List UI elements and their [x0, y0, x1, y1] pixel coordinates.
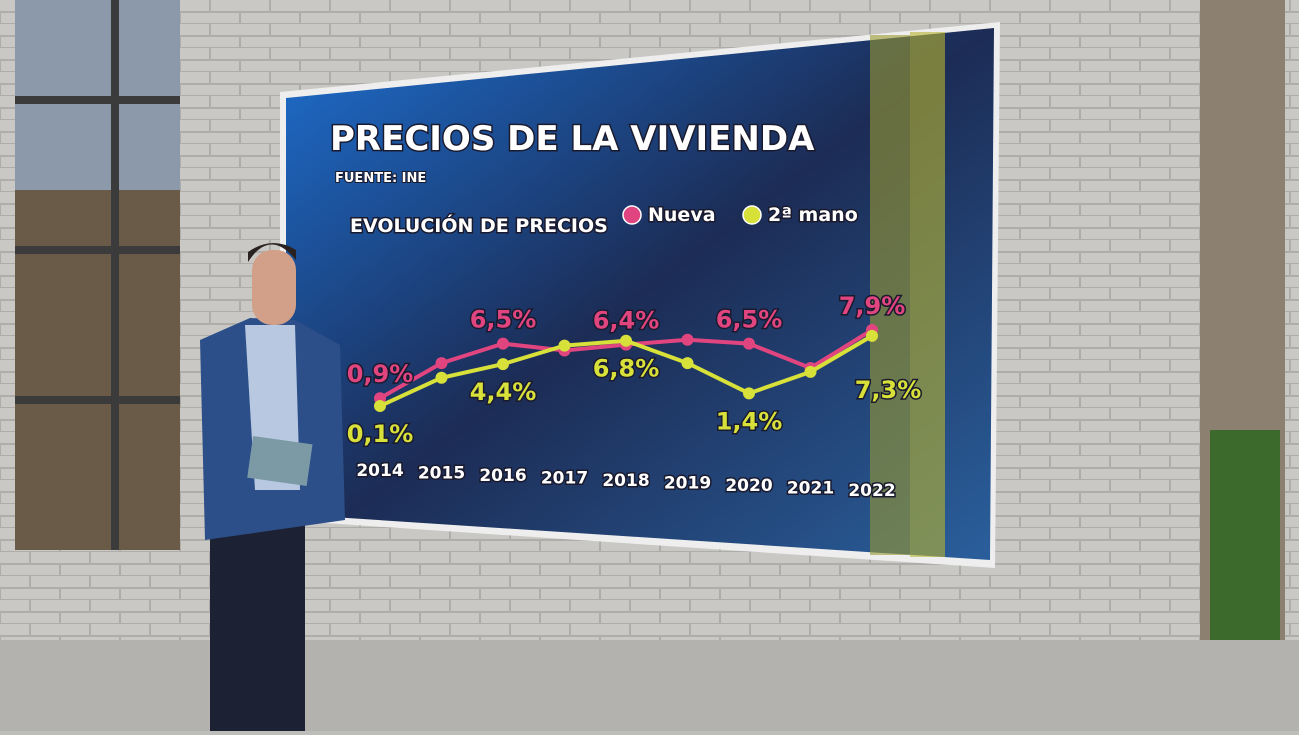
x-tick-label: 2018 [602, 471, 649, 491]
value-label: 6,5% [716, 306, 783, 334]
plot: Nueva 2ª mano 2014 2015 2016 2017 2018 2019 2020… [345, 203, 923, 503]
decor-stripe [870, 35, 910, 555]
decor-stripe [910, 32, 945, 557]
legend-marker [622, 205, 642, 225]
x-tick-label: 2022 [848, 481, 895, 501]
data-point [681, 333, 694, 346]
window-frame-left [15, 0, 180, 550]
data-point [804, 365, 817, 378]
trees-right [1210, 430, 1280, 650]
data-point [743, 387, 755, 400]
x-tick-label: 2017 [541, 469, 588, 489]
x-tick-label: 2014 [356, 461, 403, 481]
data-point [558, 339, 571, 352]
value-label: 6,5% [470, 306, 537, 334]
chart-subtitle: FUENTE: INE [335, 171, 426, 186]
legend-label: 2ª mano [768, 204, 858, 226]
data-point [497, 358, 509, 371]
value-label: 6,4% [593, 307, 660, 335]
value-label: 7,3% [855, 376, 922, 404]
chart-title: PRECIOS DE LA VIVIENDA [330, 119, 815, 159]
value-label: 0,1% [347, 420, 414, 448]
presenter [200, 242, 345, 731]
data-point [681, 357, 694, 370]
screen [286, 28, 994, 560]
x-tick-label: 2016 [479, 466, 526, 486]
sky-left [15, 0, 180, 190]
value-label: 1,4% [716, 407, 783, 435]
data-point [374, 400, 386, 412]
x-tick-label: 2020 [725, 476, 772, 496]
x-tick-label: 2015 [418, 464, 465, 484]
legend-marker [742, 205, 762, 225]
legend-label: Nueva [648, 204, 716, 226]
value-label: 7,9% [839, 292, 906, 320]
value-label: 0,9% [347, 360, 414, 388]
legend-title: EVOLUCIÓN DE PRECIOS [350, 213, 608, 237]
data-point [497, 337, 509, 350]
x-tick-label: 2021 [787, 479, 834, 499]
data-point [620, 334, 632, 347]
x-tick-label: 2019 [664, 474, 711, 494]
value-label: 6,8% [593, 355, 660, 383]
floor [0, 640, 1299, 731]
data-point [866, 329, 878, 342]
data-point [435, 371, 448, 384]
value-label: 4,4% [470, 378, 537, 406]
data-point [435, 357, 448, 370]
data-point [743, 337, 755, 350]
